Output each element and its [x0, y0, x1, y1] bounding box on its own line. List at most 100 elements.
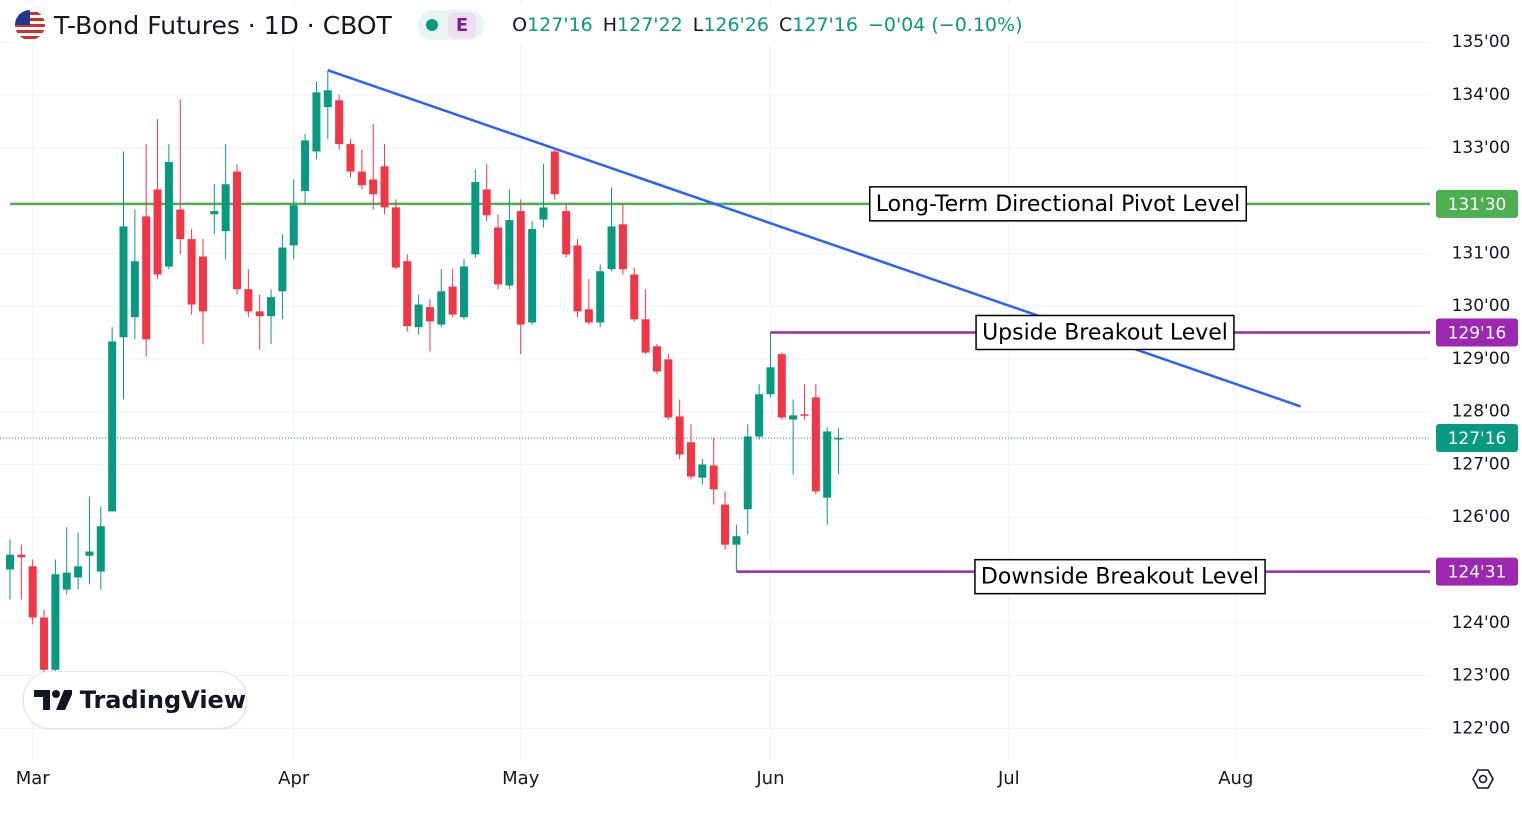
candle-body — [380, 166, 389, 208]
x-tick-label: Mar — [16, 768, 51, 789]
candle-body — [675, 416, 684, 455]
candle-body — [391, 207, 400, 268]
candle-body — [403, 261, 412, 327]
x-tick-label: Jul — [997, 768, 1020, 789]
y-tick-label: 135'00 — [1452, 32, 1511, 52]
candle-body — [40, 617, 49, 670]
candle-body — [96, 526, 105, 572]
level-label: 129'16 — [1448, 324, 1507, 344]
ohlc-key: H — [602, 14, 618, 36]
settings-hexagon — [1472, 769, 1494, 789]
trendline — [327, 69, 1301, 408]
candle-body — [732, 536, 741, 545]
ohlc-value: 126'26 — [703, 14, 769, 36]
badge: E — [447, 12, 477, 38]
level-badge — [1436, 189, 1518, 218]
candle-body — [539, 207, 548, 220]
candle-body — [335, 100, 344, 145]
candle-body — [164, 162, 173, 267]
flag-icon — [15, 10, 45, 40]
title: T-Bond Futures · 1D · CBOT — [54, 10, 392, 40]
settings-icon[interactable] — [1472, 769, 1494, 789]
annotation-text: Downside Breakout Level — [981, 565, 1259, 590]
last-price-label: 127'16 — [1448, 429, 1507, 449]
annotation-box — [868, 186, 1248, 222]
y-tick-label: 133'00 — [1452, 138, 1511, 158]
candle-body — [267, 297, 276, 317]
y-tick-label: 126'00 — [1452, 507, 1511, 527]
candle-body — [505, 220, 514, 286]
candle-body — [255, 311, 264, 317]
annotation-box — [974, 558, 1266, 595]
candle-body — [437, 291, 446, 325]
candle-body — [51, 574, 60, 670]
candle-body — [357, 171, 366, 186]
level-label: 124'31 — [1448, 563, 1507, 583]
status-dot — [425, 19, 438, 31]
candle-body — [811, 397, 820, 492]
candle-body — [425, 307, 434, 322]
candle-body — [664, 359, 673, 418]
header: T-Bond Futures · 1D · CBOT E O 127'16 H 127… — [14, 6, 1023, 44]
y-tick-label: 122'00 — [1452, 718, 1511, 738]
annotation-box — [975, 314, 1235, 351]
annotation-text: Long-Term Directional Pivot Level — [876, 192, 1241, 217]
x-tick-label: Jun — [755, 768, 784, 789]
candle-body — [800, 414, 809, 416]
candle-body — [74, 566, 83, 578]
candle-body — [85, 551, 94, 556]
candle-body — [198, 256, 207, 312]
candle-body — [210, 211, 219, 215]
settings-center — [1478, 774, 1488, 784]
ohlc-key: C — [778, 14, 793, 36]
candle-body — [289, 205, 298, 246]
candle-body — [687, 442, 695, 477]
logo-icon — [34, 690, 72, 710]
annotation-text: Upside Breakout Level — [982, 321, 1228, 346]
candle-body — [221, 184, 230, 232]
logo[interactable]: TradingView — [23, 671, 247, 729]
candle-body — [630, 274, 639, 320]
y-tick-label: 130'00 — [1452, 296, 1511, 316]
candle-body — [233, 171, 241, 290]
x-tick-label: Aug — [1218, 768, 1253, 789]
level-badge — [1436, 318, 1518, 347]
candle-body — [573, 245, 582, 312]
candle-body — [482, 189, 491, 216]
y-tick-label: 131'00 — [1452, 243, 1511, 263]
candle-body — [460, 266, 468, 318]
ohlc-value: 127'16 — [527, 14, 593, 36]
level-annotation: Upside Breakout Level — [975, 314, 1235, 351]
y-tick-label: 127'00 — [1452, 454, 1511, 474]
y-tick-label: 128'00 — [1452, 402, 1511, 422]
level-annotation: Long-Term Directional Pivot Level — [868, 186, 1248, 222]
candle-body — [278, 247, 287, 292]
y-tick-label: 134'00 — [1452, 85, 1511, 105]
candle-body — [766, 367, 775, 395]
candle-body — [130, 261, 139, 318]
candle-body — [6, 554, 14, 570]
candle-body — [62, 572, 71, 590]
status-pill[interactable]: E — [417, 10, 485, 40]
candle-body — [596, 271, 605, 323]
candle-body — [777, 354, 786, 418]
y-tick-label: 124'00 — [1452, 613, 1511, 633]
candle-body — [641, 319, 650, 353]
candle-body — [301, 140, 310, 192]
ohlc-value: 127'22 — [617, 14, 683, 36]
candle-body — [618, 224, 627, 270]
candle-body — [721, 504, 730, 545]
candle-body — [652, 346, 661, 372]
candle-body — [448, 286, 457, 315]
logo-text: TradingView — [79, 686, 246, 714]
candle-body — [323, 90, 332, 108]
x-tick-label: May — [502, 768, 540, 789]
candle-body — [550, 151, 559, 195]
candle-body — [516, 211, 525, 325]
candle-body — [414, 304, 423, 328]
candle-body — [562, 211, 571, 255]
candle-body — [176, 209, 185, 240]
candle-body — [153, 189, 162, 275]
